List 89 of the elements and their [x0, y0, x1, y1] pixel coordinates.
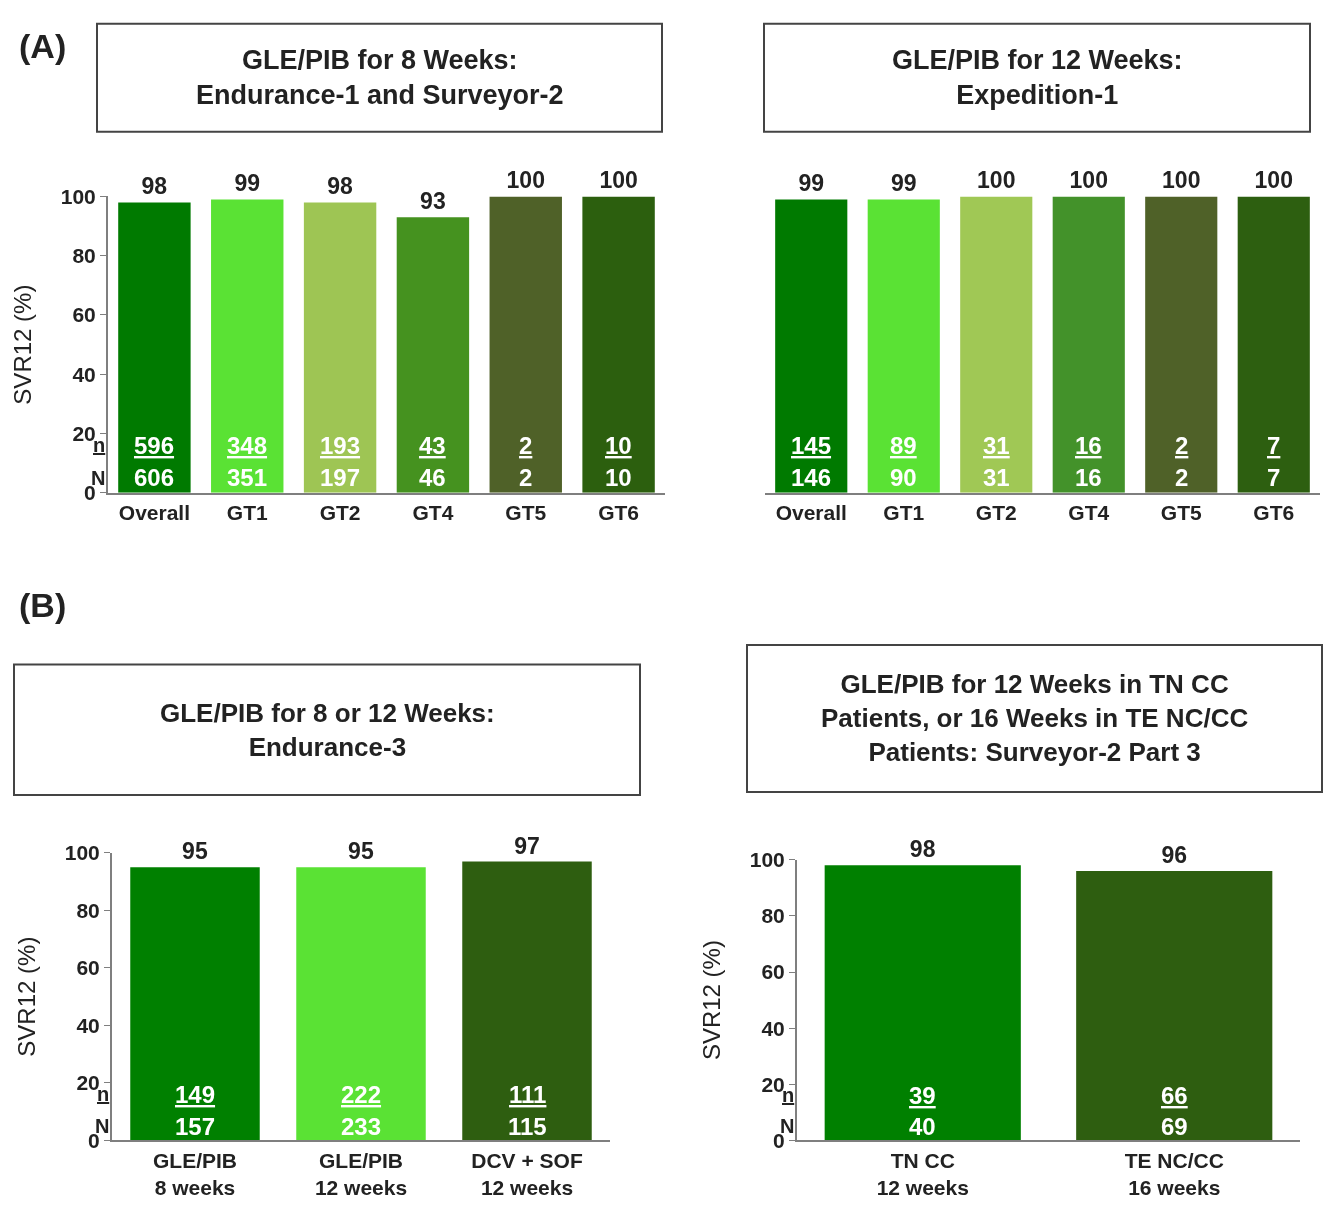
chart-title: GLE/PIB for 8 Weeks: Endurance-1 and Surveyor-2: [196, 45, 564, 111]
y-axis-title: SVR12 (%): [698, 940, 726, 1061]
data-label: 100: [1069, 167, 1108, 194]
annotation: 111: [509, 1081, 547, 1108]
x-tick-label: GT1: [883, 500, 925, 524]
annotation: 157: [175, 1113, 216, 1140]
data-label: 95: [182, 838, 208, 865]
x-tick-label: DCV + SOF 12 weeks: [471, 1148, 583, 1199]
y-tick-label: 80: [72, 244, 96, 268]
x-tick-label: TN CC 12 weeks: [876, 1148, 969, 1199]
y-tick-label: 40: [76, 1013, 100, 1037]
data-label: 100: [977, 167, 1016, 194]
annotation: 193: [320, 432, 361, 459]
data-label: 98: [327, 173, 353, 200]
chart-title: GLE/PIB for 12 Weeks in TN CC Patients, or 16 Weeks in TE NC/CC Patients: Surveyor-2 Part 3: [821, 669, 1249, 767]
annotation: 40: [909, 1113, 936, 1140]
annotation: 66: [1161, 1082, 1188, 1109]
annotation: 145: [791, 432, 832, 459]
annotation: 348: [227, 432, 268, 459]
x-tick-label: GT6: [598, 500, 639, 524]
y-tick-label: 60: [72, 303, 96, 327]
annotation: 351: [227, 464, 268, 491]
y-tick-label: 100: [64, 841, 100, 865]
data-label: 99: [234, 170, 261, 197]
x-tick-label: Overall: [118, 500, 191, 524]
chart-title: GLE/PIB for 8 or 12 Weeks: Endurance-3: [160, 698, 495, 762]
x-tick-label: Overall: [775, 500, 847, 524]
annotation: 69: [1161, 1113, 1188, 1140]
x-tick-label: GT4: [412, 500, 454, 524]
x-tick-label: GT1: [226, 500, 268, 524]
data-label: 99: [798, 170, 825, 197]
y-tick-label: 80: [761, 904, 785, 928]
y-tick-label: 100: [749, 848, 785, 872]
data-label: 97: [514, 832, 540, 859]
annotation: 2: [1175, 464, 1189, 491]
annotation: 89: [890, 432, 917, 459]
data-label: 93: [420, 188, 446, 215]
y-axis-title: SVR12 (%): [9, 284, 37, 405]
y-tick-label: 80: [76, 898, 100, 922]
data-label: 100: [1254, 167, 1293, 194]
annotation: 197: [320, 464, 361, 491]
annotation: 2: [1175, 432, 1189, 459]
text: (A): [19, 27, 67, 65]
y-tick-label: 100: [60, 184, 96, 208]
annotation: 7: [1267, 464, 1281, 491]
annotation: 115: [508, 1113, 547, 1140]
data-label: 99: [890, 170, 917, 197]
annotation: 43: [419, 432, 446, 459]
annotation: 31: [983, 432, 1010, 459]
annotation: 10: [605, 432, 632, 459]
y-tick-label: 60: [76, 956, 100, 980]
annotation: 222: [341, 1081, 382, 1108]
data-label: 100: [506, 167, 545, 194]
annotation: 39: [909, 1082, 936, 1109]
annotation: 31: [983, 464, 1010, 491]
annotation: 149: [175, 1081, 216, 1108]
annotation: 233: [341, 1113, 382, 1140]
data-label: 98: [909, 836, 936, 863]
y-tick-label: 40: [72, 362, 96, 386]
y-tick-label: 60: [761, 960, 785, 984]
text: (B): [19, 586, 67, 624]
annotation: 10: [605, 464, 632, 491]
y-axis-title: SVR12 (%): [13, 936, 41, 1057]
data-label: 98: [141, 173, 168, 200]
x-tick-label: GLE/PIB 12 weeks: [314, 1148, 408, 1199]
x-tick-label: GT6: [1253, 500, 1295, 524]
y-tick-label: 40: [761, 1016, 785, 1040]
x-tick-label: GT2: [319, 500, 361, 524]
annotation: 146: [791, 464, 832, 491]
data-label: 100: [1162, 167, 1201, 194]
data-label: 96: [1161, 841, 1188, 868]
annotation: 606: [134, 464, 175, 491]
x-tick-label: GT2: [975, 500, 1017, 524]
annotation: 90: [890, 464, 917, 491]
x-tick-label: GT5: [505, 500, 547, 524]
annotation: 2: [519, 464, 533, 491]
x-tick-label: TE NC/CC 16 weeks: [1124, 1148, 1224, 1199]
annotation: 2: [519, 432, 533, 459]
annotation: 7: [1267, 432, 1281, 459]
x-tick-label: GLE/PIB 8 weeks: [152, 1148, 238, 1199]
data-label: 95: [348, 838, 374, 865]
annotation: 16: [1075, 432, 1102, 459]
annotation: 596: [134, 432, 175, 459]
x-tick-label: GT4: [1068, 500, 1110, 524]
data-label: 100: [599, 167, 638, 194]
annotation: 46: [419, 464, 446, 491]
annotation: 16: [1075, 464, 1102, 491]
chart-title: GLE/PIB for 12 Weeks: Expedition-1: [892, 45, 1183, 111]
x-tick-label: GT5: [1160, 500, 1202, 524]
